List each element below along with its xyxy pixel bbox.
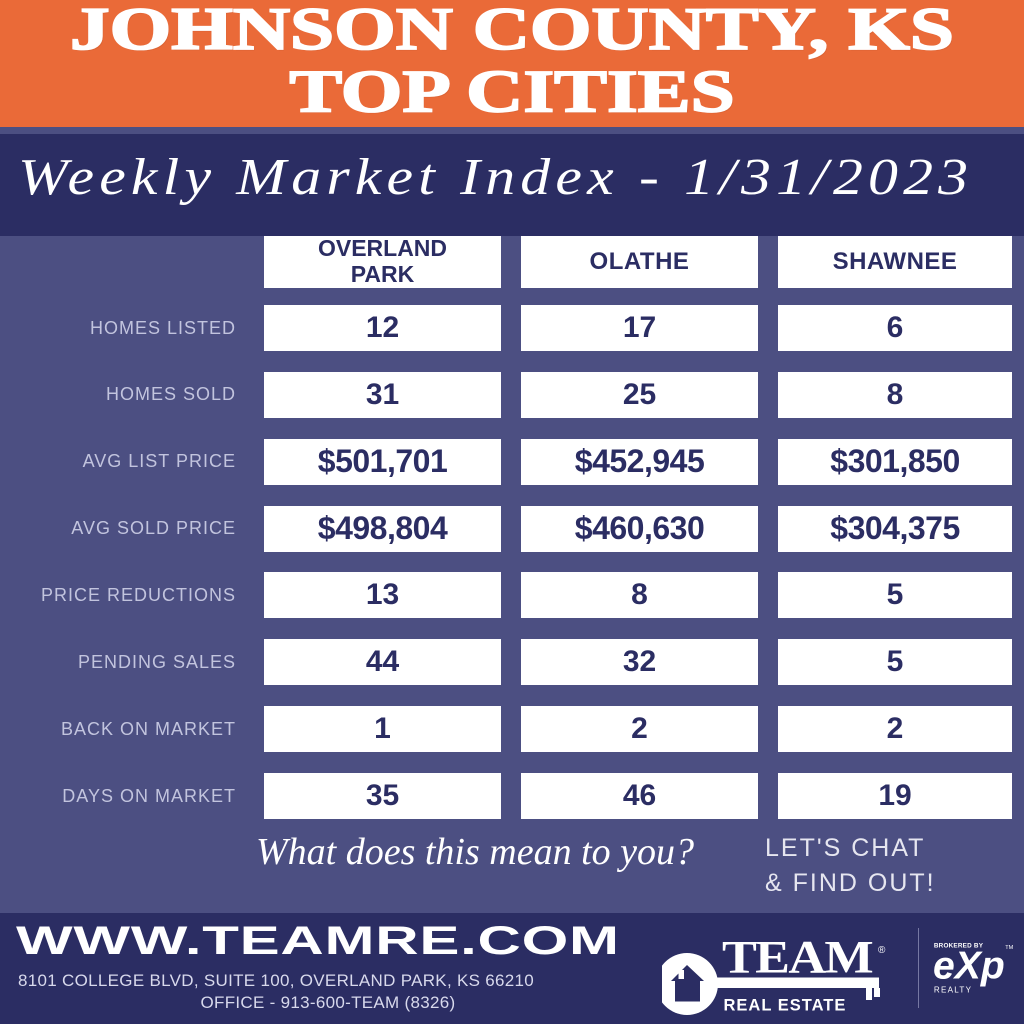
svg-text:REAL ESTATE: REAL ESTATE [724,997,847,1015]
svg-text:®: ® [878,945,886,956]
svg-text:REALTY: REALTY [934,986,972,995]
svg-text:eXp: eXp [933,945,1005,988]
svg-text:TM: TM [1005,945,1013,951]
svg-text:TEAM: TEAM [722,932,872,984]
